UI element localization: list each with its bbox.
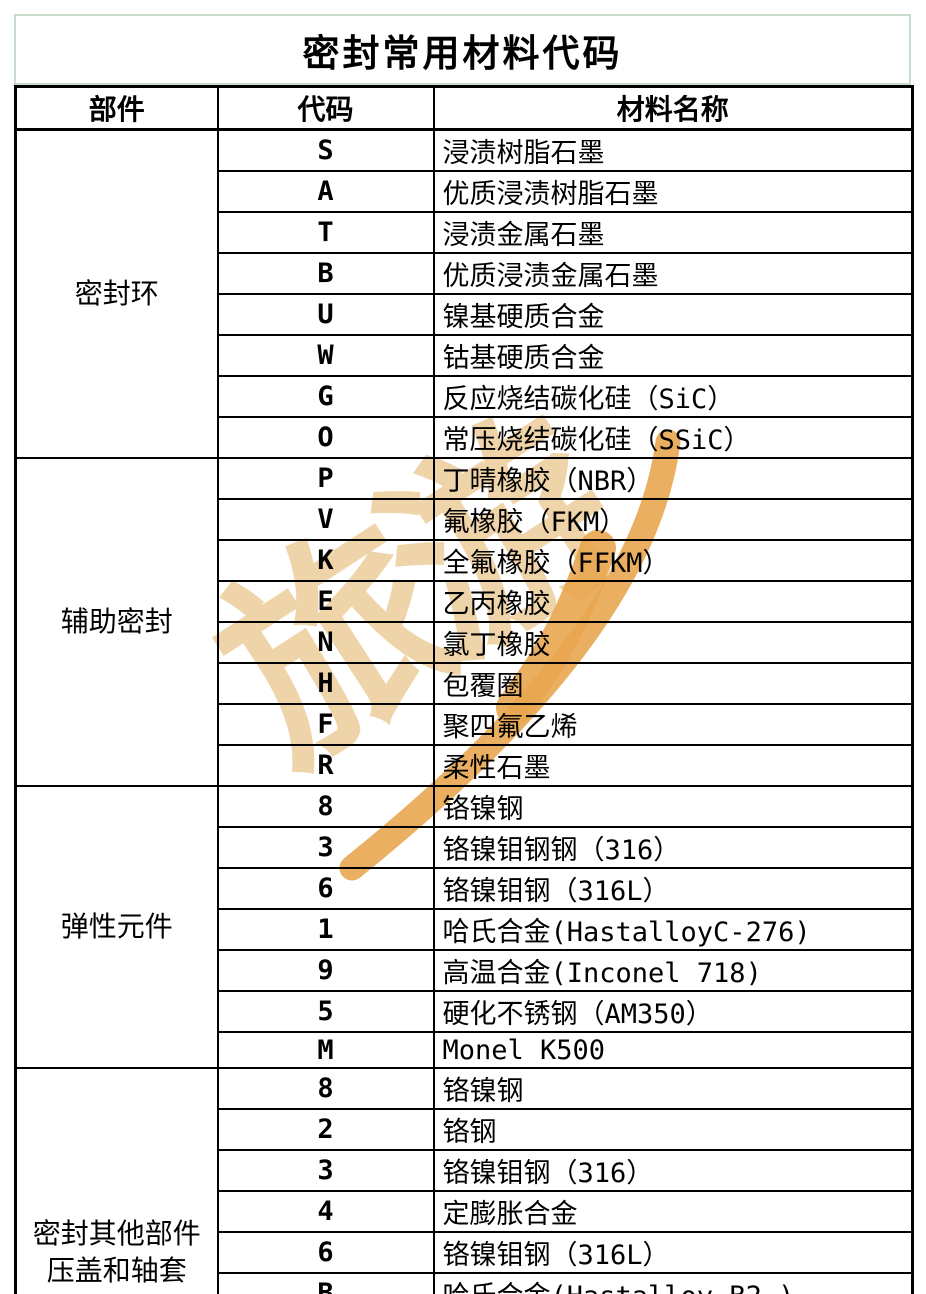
code-cell: 8 xyxy=(216,1067,435,1110)
component-cell: 密封环 xyxy=(14,128,219,459)
code-cell: 3 xyxy=(216,1149,435,1192)
table-row: A 优质浸渍树脂石墨 xyxy=(16,170,914,213)
material-name-cell: 反应烧结碳化硅（SiC） xyxy=(432,375,914,418)
column-header: 部件 xyxy=(14,85,219,131)
material-name-cell: 柔性石墨 xyxy=(432,744,914,787)
material-name-cell: 铬镍钼钢（316L） xyxy=(432,1231,914,1274)
code-cell: 9 xyxy=(216,949,435,992)
column-header: 材料名称 xyxy=(432,85,914,131)
code-cell: G xyxy=(216,375,435,418)
table-row: T 浸渍金属石墨 xyxy=(16,211,914,254)
code-cell: W xyxy=(216,334,435,377)
material-name-cell: 优质浸渍树脂石墨 xyxy=(432,170,914,213)
material-name-cell: 铬镍钼钢钢（316） xyxy=(432,826,914,869)
code-cell: E xyxy=(216,580,435,623)
header-row: 部件 代码 材料名称 xyxy=(14,85,914,131)
material-name-cell: 铬镍钢 xyxy=(432,1067,914,1110)
code-cell: N xyxy=(216,621,435,664)
table-row: 2 铬钢 xyxy=(16,1108,914,1151)
code-cell: B xyxy=(216,1272,435,1294)
material-name-cell: 铬镍钼钢（316L） xyxy=(432,867,914,910)
table-row: G 反应烧结碳化硅（SiC） xyxy=(16,375,914,418)
table-row: 5 硬化不锈钢（AM350） xyxy=(16,990,914,1033)
table-row: 6 铬镍钼钢（316L） xyxy=(16,1231,914,1274)
table-row: 3 铬镍钼钢（316） xyxy=(16,1149,914,1192)
material-name-cell: 聚四氟乙烯 xyxy=(432,703,914,746)
code-cell: K xyxy=(216,539,435,582)
table-row: 弹性元件 8 铬镍钢 xyxy=(14,785,914,1069)
material-name-cell: 镍基硬质合金 xyxy=(432,293,914,336)
code-cell: 4 xyxy=(216,1190,435,1233)
table-row: 4 定膨胀合金 xyxy=(16,1190,914,1233)
material-name-cell: 优质浸渍金属石墨 xyxy=(432,252,914,295)
code-cell: 1 xyxy=(216,908,435,951)
table-row: B哈氏合金(Hastalloy B2 ) xyxy=(16,1272,914,1294)
code-cell: R xyxy=(216,744,435,787)
table-row: 9 高温合金(Inconel 718) xyxy=(16,949,914,992)
code-cell: 6 xyxy=(216,1231,435,1274)
material-name-cell: 硬化不锈钢（AM350） xyxy=(432,990,914,1033)
table-row: 辅助密封 P 丁晴橡胶（NBR） xyxy=(14,457,914,787)
material-name-cell: 铬镍钢 xyxy=(432,785,914,828)
code-cell: 8 xyxy=(216,785,435,828)
material-name-cell: 钴基硬质合金 xyxy=(432,334,914,377)
material-name-cell: 全氟橡胶（FFKM） xyxy=(432,539,914,582)
column-header: 代码 xyxy=(216,85,435,131)
code-cell: H xyxy=(216,662,435,705)
material-name-cell: 丁晴橡胶（NBR） xyxy=(432,457,914,500)
table-row: 密封其他部件 压盖和轴套 8 铬镍钢 xyxy=(14,1067,914,1294)
table-row: B 优质浸渍金属石墨 xyxy=(16,252,914,295)
code-cell: 6 xyxy=(216,867,435,910)
table-row: 1 哈氏合金(HastalloyC-276) xyxy=(16,908,914,951)
material-name-cell: 常压烧结碳化硅（SSiC） xyxy=(432,416,914,459)
component-cell: 辅助密封 xyxy=(14,457,219,787)
code-cell: 5 xyxy=(216,990,435,1033)
code-cell: A xyxy=(216,170,435,213)
material-name-cell: Monel K500 xyxy=(432,1031,914,1069)
code-cell: O xyxy=(216,416,435,459)
code-cell: B xyxy=(216,252,435,295)
table-row: 密封环 S 浸渍树脂石墨 xyxy=(14,128,914,459)
material-name-cell: 氯丁橡胶 xyxy=(432,621,914,664)
material-name-cell: 定膨胀合金 xyxy=(432,1190,914,1233)
materials-table: 部件 代码 材料名称 密封环 S 浸渍树脂石墨 A 优质浸渍树脂石墨 T 浸渍金属石墨 B 优质浸渍… xyxy=(14,85,914,1294)
component-cell: 密封其他部件 压盖和轴套 xyxy=(14,1067,219,1294)
material-name-cell: 乙丙橡胶 xyxy=(432,580,914,623)
component-cell: 弹性元件 xyxy=(14,785,219,1069)
code-cell: 2 xyxy=(216,1108,435,1151)
material-name-cell: 铬钢 xyxy=(432,1108,914,1151)
code-cell: T xyxy=(216,211,435,254)
material-name-cell: 浸渍树脂石墨 xyxy=(432,128,914,172)
table-body: 密封环 S 浸渍树脂石墨 A 优质浸渍树脂石墨 T 浸渍金属石墨 B 优质浸渍金属石墨 U 镍基硬质… xyxy=(14,128,914,1294)
table-row: M Monel K500 xyxy=(16,1031,914,1069)
material-name-cell: 包覆圈 xyxy=(432,662,914,705)
title-box: 密封常用材料代码 xyxy=(14,14,911,85)
code-cell: 3 xyxy=(216,826,435,869)
table-row: W 钴基硬质合金 xyxy=(16,334,914,377)
code-cell: F xyxy=(216,703,435,746)
code-cell: P xyxy=(216,457,435,500)
table-row: U 镍基硬质合金 xyxy=(16,293,914,336)
code-cell: M xyxy=(216,1031,435,1069)
material-name-cell: 浸渍金属石墨 xyxy=(432,211,914,254)
code-cell: V xyxy=(216,498,435,541)
table-header: 部件 代码 材料名称 xyxy=(14,85,914,131)
code-cell: U xyxy=(216,293,435,336)
code-cell: S xyxy=(216,128,435,172)
page-title: 密封常用材料代码 xyxy=(302,30,623,75)
material-name-cell: 铬镍钼钢（316） xyxy=(432,1149,914,1192)
material-name-cell: 哈氏合金(Hastalloy B2 ) xyxy=(432,1272,914,1294)
material-name-cell: 哈氏合金(HastalloyC-276) xyxy=(432,908,914,951)
material-name-cell: 高温合金(Inconel 718) xyxy=(432,949,914,992)
material-name-cell: 氟橡胶（FKM） xyxy=(432,498,914,541)
